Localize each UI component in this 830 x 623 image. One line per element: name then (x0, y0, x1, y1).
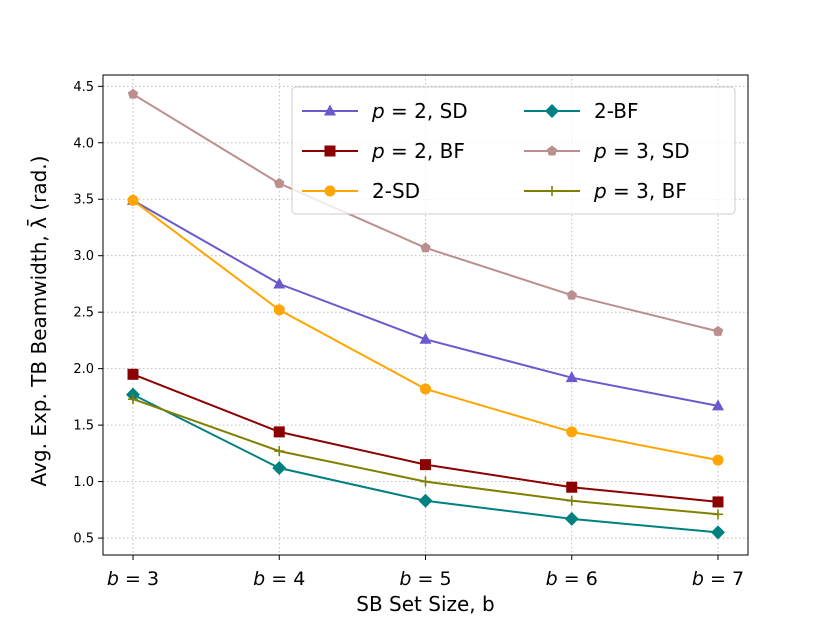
x-tick-label: b = 6 (546, 568, 598, 590)
series-2 (127, 194, 724, 466)
data-point-marker (566, 289, 577, 300)
y-tick-label: 1.0 (73, 475, 94, 490)
data-point-marker (712, 399, 724, 411)
x-tick-label: b = 5 (399, 568, 451, 590)
legend: p = 2, SD p = 2, BF 2-SD 2-BF p = 3, SD p = 3… (291, 86, 736, 215)
legend-label: 2-SD (372, 179, 420, 203)
data-point-marker (712, 454, 724, 466)
x-axis-title: SB Set Size, b (356, 592, 494, 616)
data-point-marker (712, 496, 724, 508)
y-axis-title: Avg. Exp. TB Beamwidth, λ̄ (rad.) (26, 156, 51, 487)
y-tick-label: 3.0 (73, 249, 94, 264)
legend-item: p = 3, BF (524, 179, 687, 203)
data-point-marker (420, 476, 431, 487)
legend-box (291, 86, 736, 215)
y-tick-label: 0.5 (73, 532, 94, 547)
data-point-marker (273, 426, 285, 438)
data-point-marker (566, 481, 578, 493)
data-point-marker (545, 104, 559, 118)
y-tick-label: 2.5 (73, 306, 94, 321)
data-point-marker (420, 242, 431, 253)
series-5 (128, 394, 723, 520)
y-tick-label: 4.0 (73, 136, 94, 151)
data-point-marker (420, 383, 431, 395)
data-point-marker (274, 177, 285, 188)
series-0 (127, 193, 724, 411)
data-point-marker (273, 304, 285, 316)
y-tick-label: 3.5 (73, 193, 94, 208)
data-point-marker (324, 185, 336, 197)
data-point-marker (127, 194, 139, 206)
data-point-marker (128, 394, 138, 405)
series-1 (127, 368, 724, 508)
y-axis-ticks: 0.5 1.0 1.5 2.0 2.5 3.0 3.5 4.0 4.5 (73, 80, 103, 547)
series-4 (127, 88, 724, 336)
x-tick-label: b = 3 (107, 568, 159, 590)
y-tick-label: 1.5 (73, 419, 94, 434)
x-tick-label: b = 4 (253, 568, 305, 590)
legend-item: p = 2, BF (302, 139, 465, 163)
legend-label: p = 2, SD (371, 99, 468, 123)
data-point-marker (127, 368, 139, 380)
legend-label: p = 3, SD (593, 139, 690, 163)
data-point-marker (419, 332, 432, 344)
data-point-marker (420, 459, 431, 471)
data-point-marker (711, 525, 725, 540)
data-point-marker (547, 186, 557, 196)
data-point-marker (324, 104, 336, 116)
data-point-marker (274, 446, 285, 457)
data-point-marker (565, 371, 578, 383)
data-point-marker (546, 145, 558, 156)
data-point-marker (564, 511, 579, 526)
x-tick-label: b = 7 (692, 568, 744, 590)
data-point-marker (418, 493, 433, 508)
y-tick-label: 2.0 (73, 362, 94, 377)
data-point-marker (712, 325, 724, 336)
series-layer (126, 88, 725, 540)
data-point-marker (273, 277, 286, 289)
legend-label: p = 2, BF (371, 139, 465, 163)
legend-item: p = 3, SD (524, 139, 690, 163)
legend-item: 2-BF (524, 99, 638, 123)
legend-item: 2-SD (302, 179, 420, 203)
data-point-marker (324, 145, 336, 157)
data-point-marker (566, 426, 578, 438)
data-point-marker (272, 461, 287, 476)
data-point-marker (127, 88, 139, 99)
y-tick-label: 4.5 (73, 80, 94, 95)
data-point-marker (713, 509, 723, 520)
series-3 (126, 387, 725, 540)
x-axis-ticks: b = 3 b = 4 b = 5 b = 6 b = 7 (107, 555, 744, 590)
legend-item: p = 2, SD (302, 99, 468, 123)
legend-label: p = 3, BF (593, 179, 687, 203)
data-point-marker (566, 495, 577, 506)
legend-label: 2-BF (594, 99, 638, 123)
